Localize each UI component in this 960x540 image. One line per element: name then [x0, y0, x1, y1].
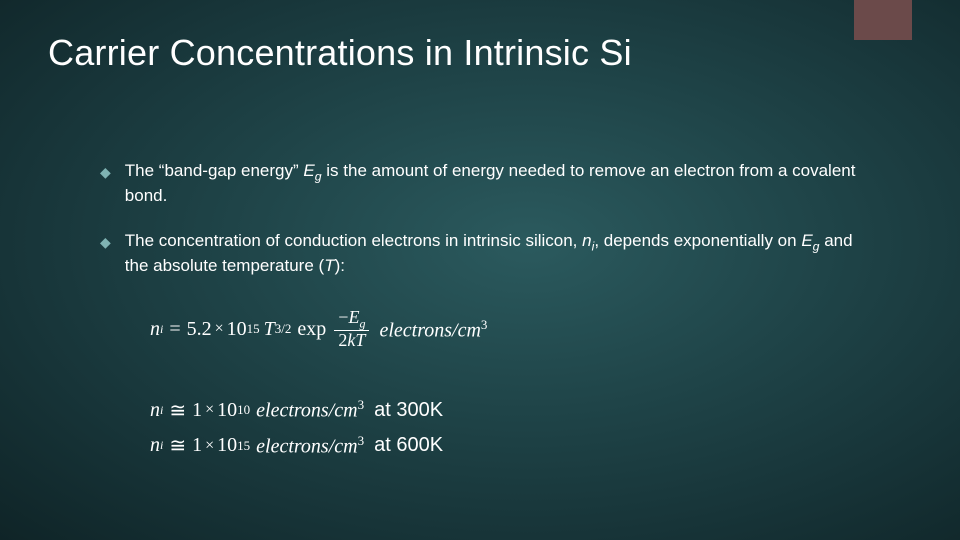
tail-val: 600	[396, 434, 429, 456]
tail-val: 300	[396, 399, 429, 421]
tail-pre: at	[374, 399, 396, 421]
eq-lhs-sub: i	[160, 438, 163, 453]
eq-lhs-var: n	[150, 318, 160, 341]
equation-approx: ni ≅ 1 × 1015 electrons/cm3 at 600K	[150, 433, 880, 459]
unit-sup: 3	[358, 433, 365, 448]
minus-sign: −	[338, 307, 348, 327]
bullet-text: The concentration of conduction electron…	[125, 230, 880, 278]
eq-coef: 1	[192, 434, 202, 457]
unit-cm: cm	[334, 400, 357, 422]
eq-mult-icon: ×	[205, 401, 214, 419]
eq-mult-icon: ×	[205, 437, 214, 455]
eq-var-T: T	[264, 318, 275, 341]
eq-base: 10	[217, 434, 237, 457]
equation-approx: ni ≅ 1 × 1010 electrons/cm3 at 300K	[150, 397, 880, 423]
var-E: E	[801, 231, 812, 250]
unit-sup: 3	[358, 397, 365, 412]
tail-pre: at	[374, 434, 396, 456]
var-n: n	[582, 231, 591, 250]
eq-coef: 5.2	[187, 318, 212, 341]
text-fragment: The “band-gap energy”	[125, 161, 304, 180]
eq-lhs-sub: i	[160, 403, 163, 418]
eq-base: 10	[227, 318, 247, 341]
unit-cm: cm	[334, 436, 357, 458]
eq-condition: at 300K	[374, 399, 443, 422]
var-E: E	[348, 307, 359, 327]
tail-unit: K	[430, 434, 443, 456]
slide-title: Carrier Concentrations in Intrinsic Si	[48, 32, 632, 74]
eq-fraction: −Eg 2kT	[334, 308, 369, 352]
var-sub-g: g	[315, 169, 322, 183]
eq-unit: electrons/cm3	[256, 433, 364, 459]
var-E: E	[303, 161, 314, 180]
eq-relation: =	[169, 318, 180, 341]
eq-exp: 15	[237, 438, 250, 454]
num-2: 2	[338, 330, 347, 350]
bullet-text: The “band-gap energy” Eg is the amount o…	[125, 160, 880, 208]
eq-condition: at 600K	[374, 434, 443, 457]
accent-bar	[854, 0, 912, 40]
eq-exp-word: exp	[297, 318, 326, 341]
bullet-marker-icon: ◆	[100, 233, 111, 252]
eq-unit: electrons/cm3	[379, 317, 487, 343]
unit-electrons: electrons	[379, 319, 452, 341]
equations-block: ni = 5.2 × 1015 T3/2 exp −Eg 2kT electro…	[150, 308, 880, 459]
eq-frac-num: −Eg	[334, 308, 369, 331]
bullet-marker-icon: ◆	[100, 163, 111, 182]
eq-mult-icon: ×	[215, 320, 224, 338]
eq-coef: 1	[192, 399, 202, 422]
eq-lhs-var: n	[150, 399, 160, 422]
equation-main: ni = 5.2 × 1015 T3/2 exp −Eg 2kT electro…	[150, 308, 880, 352]
var-sub-g: g	[359, 316, 365, 330]
unit-electrons: electrons	[256, 400, 329, 422]
tail-unit: K	[430, 399, 443, 421]
unit-cm: cm	[458, 319, 481, 341]
var-T: T	[324, 256, 334, 275]
eq-lhs-var: n	[150, 434, 160, 457]
eq-lhs-sub: i	[160, 322, 163, 337]
bullet-item: ◆ The “band-gap energy” Eg is the amount…	[100, 160, 880, 208]
bullet-item: ◆ The concentration of conduction electr…	[100, 230, 880, 278]
eq-unit: electrons/cm3	[256, 397, 364, 423]
text-fragment: ):	[335, 256, 345, 275]
eq-T-exp: 3/2	[275, 321, 292, 337]
eq-exp: 10	[237, 402, 250, 418]
eq-relation-cong: ≅	[169, 398, 186, 423]
unit-electrons: electrons	[256, 436, 329, 458]
eq-relation-cong: ≅	[169, 433, 186, 458]
eq-base: 10	[217, 399, 237, 422]
eq-exp: 15	[247, 321, 260, 337]
unit-sup: 3	[481, 317, 488, 332]
text-fragment: , depends exponentially on	[594, 231, 801, 250]
eq-frac-den: 2kT	[334, 331, 369, 351]
slide-body: ◆ The “band-gap energy” Eg is the amount…	[100, 160, 880, 469]
text-fragment: The concentration of conduction electron…	[125, 231, 582, 250]
var-T: T	[355, 330, 365, 350]
